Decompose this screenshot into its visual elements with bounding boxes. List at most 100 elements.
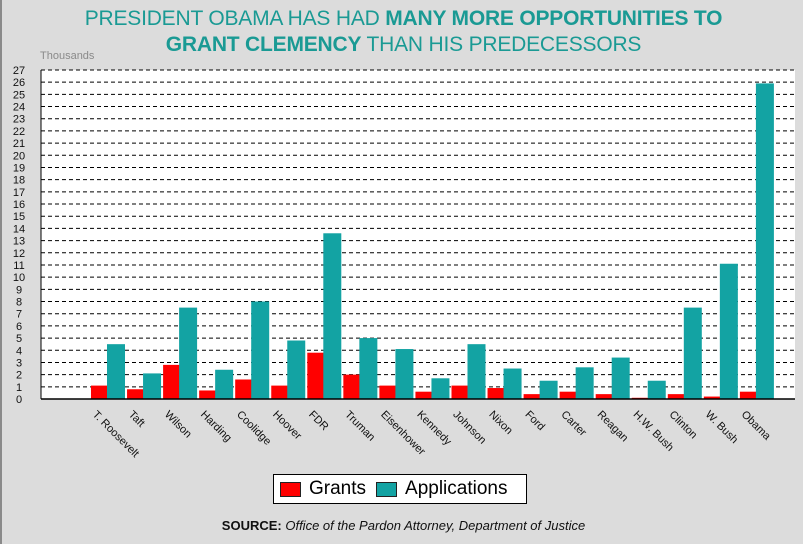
y-tick-label: 10 <box>13 272 25 284</box>
bar-grants-reagan <box>595 394 614 399</box>
x-tick-label: Wilson <box>162 409 194 441</box>
plot-area <box>41 70 795 399</box>
legend-swatch-applications <box>376 481 398 497</box>
bar-grants-coolidge <box>235 379 254 399</box>
y-tick-label: 21 <box>13 138 25 150</box>
bar-grants-obama <box>739 391 758 399</box>
title-bold-1: MANY MORE OPPORTUNITIES TO <box>385 7 723 30</box>
bar-applications-truman <box>359 338 378 399</box>
bar-grants-truman <box>343 374 362 399</box>
legend-item-grants: Grants <box>274 478 366 500</box>
y-tick-label: 13 <box>13 236 25 248</box>
bar-applications-obama <box>755 83 774 400</box>
bar-applications-reagan <box>611 357 630 399</box>
y-tick-label: 19 <box>13 162 25 174</box>
y-tick-label: 11 <box>13 260 24 272</box>
legend-swatch-grants <box>280 481 301 497</box>
x-tick-label: Obama <box>739 409 774 444</box>
bar-grants-hoover <box>271 385 290 399</box>
y-tick-label: 25 <box>13 89 25 101</box>
bar-grants-carter <box>559 391 578 399</box>
bar-grants-fdr <box>307 352 326 399</box>
bar-applications-harding <box>215 369 234 399</box>
x-tick-label: Harding <box>198 409 234 445</box>
y-tick-labels: 0123456789101112131415161718192021222324… <box>13 65 25 406</box>
source-text: Office of the Pardon Attorney, Departmen… <box>281 518 586 533</box>
bars <box>91 83 774 400</box>
bar-grants-johnson <box>451 385 470 399</box>
bar-applications-taft <box>143 373 162 399</box>
bar-applications-t-roosevelt <box>107 344 125 399</box>
title-bold-2: GRANT CLEMENCY <box>165 33 362 56</box>
y-tick-label: 16 <box>13 199 25 211</box>
x-tick-label: Coolidge <box>234 409 273 448</box>
y-tick-label: 5 <box>16 333 22 345</box>
x-tick-label: Clinton <box>667 409 700 442</box>
bar-applications-johnson <box>467 344 486 399</box>
y-tick-label: 7 <box>16 309 22 321</box>
y-tick-label: 9 <box>16 284 22 296</box>
x-tick-label: Reagan <box>595 409 631 445</box>
x-tick-label: Nixon <box>486 409 514 437</box>
x-tick-label: Truman <box>342 409 377 444</box>
y-tick-label: 8 <box>16 297 22 309</box>
y-tick-label: 17 <box>13 187 25 199</box>
chart-title-line-2: GRANT CLEMENCY THAN HIS PREDECESSORS <box>2 32 803 57</box>
title-regular-2: THAN HIS PREDECESSORS <box>361 33 642 56</box>
bar-grants-taft <box>127 389 146 399</box>
y-tick-label: 12 <box>13 248 25 260</box>
bar-applications-kennedy <box>431 378 450 399</box>
bar-grants-eisenhower <box>379 385 398 399</box>
y-tick-label: 18 <box>13 175 25 187</box>
y-tick-label: 1 <box>16 382 22 394</box>
bar-applications-ford <box>539 380 558 399</box>
title-regular-1: PRESIDENT OBAMA HAS HAD <box>84 7 386 30</box>
bar-applications-fdr <box>323 233 342 399</box>
legend-label-grants: Grants <box>309 478 367 499</box>
bar-grants-ford <box>523 394 542 399</box>
x-tick-label: W. Bush <box>703 409 740 446</box>
bar-applications-eisenhower <box>395 349 414 399</box>
x-tick-label: FDR <box>306 409 331 434</box>
bar-applications-w-bush <box>719 263 738 399</box>
y-tick-label: 0 <box>16 394 22 406</box>
bar-grants-nixon <box>487 388 506 399</box>
bar-grants-wilson <box>163 364 182 399</box>
bar-grants-kennedy <box>415 391 434 399</box>
y-tick-label: 2 <box>16 370 22 382</box>
bar-applications-clinton <box>683 307 702 399</box>
x-tick-label: Hoover <box>270 409 304 443</box>
bar-grants-t-roosevelt <box>91 385 109 399</box>
y-tick-label: 3 <box>16 357 22 369</box>
y-tick-label: 27 <box>13 65 25 77</box>
y-tick-label: 4 <box>16 345 22 357</box>
y-axis-label: Thousands <box>40 50 95 62</box>
x-tick-label: Taft <box>126 409 147 430</box>
bar-applications-hoover <box>287 340 306 399</box>
x-tick-label: Johnson <box>450 409 488 447</box>
legend-item-applications: Applications <box>370 478 507 500</box>
bar-applications-h-w-bush <box>647 380 666 399</box>
x-tick-label: Ford <box>522 409 546 433</box>
bar-applications-coolidge <box>251 301 270 399</box>
x-tick-label: Carter <box>559 409 589 439</box>
legend-label-applications: Applications <box>405 478 508 499</box>
chart-title-line-1: PRESIDENT OBAMA HAS HAD MANY MORE OPPORT… <box>2 6 803 31</box>
y-tick-label: 20 <box>13 150 25 162</box>
bar-grants-harding <box>199 390 218 399</box>
source-note: SOURCE: Office of the Pardon Attorney, D… <box>2 518 803 533</box>
legend: Grants Applications <box>273 474 527 504</box>
bar-applications-wilson <box>179 307 198 399</box>
y-tick-label: 6 <box>16 321 22 333</box>
y-tick-label: 24 <box>13 102 25 114</box>
source-label: SOURCE: <box>221 518 282 533</box>
bar-grants-clinton <box>667 394 686 399</box>
bar-applications-carter <box>575 367 594 399</box>
y-tick-label: 23 <box>13 114 25 126</box>
y-tick-label: 14 <box>13 223 25 235</box>
bar-applications-nixon <box>503 368 522 399</box>
y-tick-label: 15 <box>13 211 25 223</box>
bar-grants-w-bush <box>703 396 722 399</box>
